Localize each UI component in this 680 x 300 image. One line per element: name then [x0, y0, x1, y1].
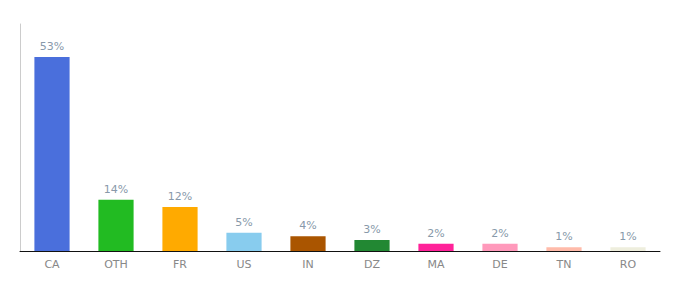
svg-text:1%: 1% [619, 230, 636, 243]
svg-text:CA: CA [44, 258, 60, 271]
svg-text:5%: 5% [235, 216, 252, 229]
svg-text:IN: IN [302, 258, 313, 271]
svg-text:53%: 53% [40, 40, 64, 53]
svg-text:1%: 1% [555, 230, 572, 243]
svg-text:2%: 2% [491, 227, 508, 240]
svg-text:2%: 2% [427, 227, 444, 240]
svg-text:14%: 14% [104, 183, 128, 196]
svg-text:DZ: DZ [364, 258, 380, 271]
svg-text:RO: RO [620, 258, 637, 271]
svg-text:FR: FR [173, 258, 187, 271]
svg-text:4%: 4% [299, 219, 316, 232]
svg-text:DE: DE [492, 258, 507, 271]
svg-text:MA: MA [427, 258, 444, 271]
svg-text:OTH: OTH [104, 258, 128, 271]
svg-text:3%: 3% [363, 223, 380, 236]
svg-text:TN: TN [556, 258, 572, 271]
svg-text:12%: 12% [168, 190, 192, 203]
svg-text:US: US [236, 258, 251, 271]
